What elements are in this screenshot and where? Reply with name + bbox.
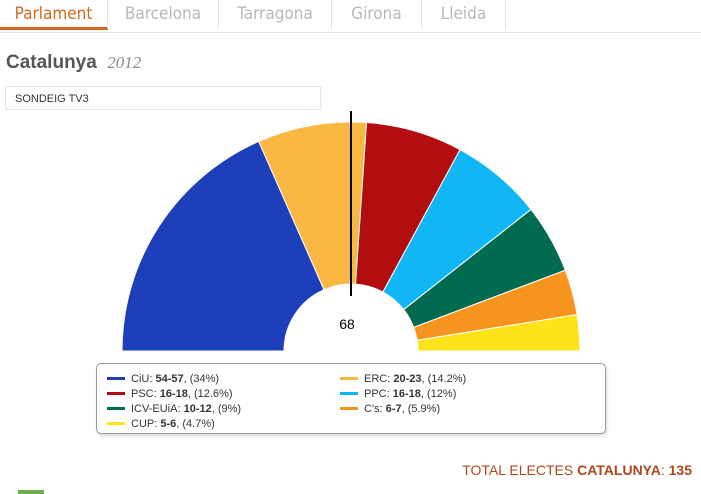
footer-separator: : xyxy=(660,462,665,478)
legend-item-icv-euia: ICV-EUiA: 10-12, (9%) xyxy=(107,403,241,415)
tab-girona[interactable]: Girona xyxy=(332,0,422,30)
legend-pct: (12.6%) xyxy=(194,388,233,400)
footer-total: 135 xyxy=(668,462,692,478)
legend-swatch xyxy=(107,406,125,410)
legend-pct: (34%) xyxy=(189,373,220,385)
legend-name: PSC xyxy=(131,388,154,400)
legend-swatch xyxy=(107,421,125,425)
legend-name: PPC xyxy=(364,388,387,400)
tab-parlament[interactable]: Parlament xyxy=(0,0,108,30)
legend-item-psc: PSC: 16-18, (12.6%) xyxy=(107,388,233,400)
legend-item-ppc: PPC: 16-18, (12%) xyxy=(340,388,456,400)
legend-name: CiU xyxy=(131,373,150,385)
legend-name: ICV-EUiA xyxy=(131,403,178,415)
legend-pct: (9%) xyxy=(217,403,242,415)
slice-cup xyxy=(416,313,581,352)
tab-tarragona[interactable]: Tarragona xyxy=(219,0,332,30)
legend-pct: (4.7%) xyxy=(182,418,215,430)
legend-item-cup: CUP: 5-6, (4.7%) xyxy=(107,418,215,430)
legend-range: 5-6 xyxy=(160,418,177,430)
region-tabs: Parlament Barcelona Tarragona Girona Lle… xyxy=(0,0,701,33)
legend-range: 54-57 xyxy=(155,373,184,385)
legend-pct: (5.9%) xyxy=(407,403,441,415)
source-label: SONDEIG TV3 xyxy=(5,86,321,110)
slice-ciu xyxy=(121,140,325,352)
legend-swatch xyxy=(340,391,358,395)
footer-prefix: TOTAL ELECTES xyxy=(462,462,574,478)
legend-range: 16-18 xyxy=(159,388,188,400)
chart-legend: CiU: 54-57, (34%) ERC: 20-23, (14.2%) PS… xyxy=(96,363,606,434)
legend-range: 6-7 xyxy=(385,403,402,415)
legend-name: C's xyxy=(364,403,380,415)
footer-region: CATALUNYA xyxy=(577,462,661,478)
legend-pct: (12%) xyxy=(427,388,457,400)
legend-swatch xyxy=(340,406,358,410)
tab-barcelona[interactable]: Barcelona xyxy=(108,0,219,30)
legend-pct: (14.2%) xyxy=(427,373,467,385)
page-title: Catalunya xyxy=(6,52,97,73)
legend-swatch xyxy=(340,376,358,380)
legend-item-erc: ERC: 20-23, (14.2%) xyxy=(340,373,466,385)
total-seats-footer: TOTAL ELECTES CATALUNYA: 135 xyxy=(462,462,692,478)
legend-swatch xyxy=(107,376,125,380)
legend-range: 10-12 xyxy=(183,403,212,415)
legend-swatch xyxy=(107,391,125,395)
legend-range: 16-18 xyxy=(392,388,421,400)
legend-item-cs: C's: 6-7, (5.9%) xyxy=(340,403,440,415)
page-heading: Catalunya 2012 xyxy=(6,52,141,74)
legend-item-ciu: CiU: 54-57, (34%) xyxy=(107,373,219,385)
hemicycle-slices xyxy=(121,121,581,352)
legend-range: 20-23 xyxy=(393,373,422,385)
page-year: 2012 xyxy=(107,53,142,72)
footer-accent-bar xyxy=(18,490,44,494)
tab-lleida[interactable]: Lleida xyxy=(422,0,506,30)
majority-label: 68 xyxy=(339,316,355,332)
legend-name: CUP xyxy=(131,418,155,430)
legend-name: ERC xyxy=(364,373,388,385)
